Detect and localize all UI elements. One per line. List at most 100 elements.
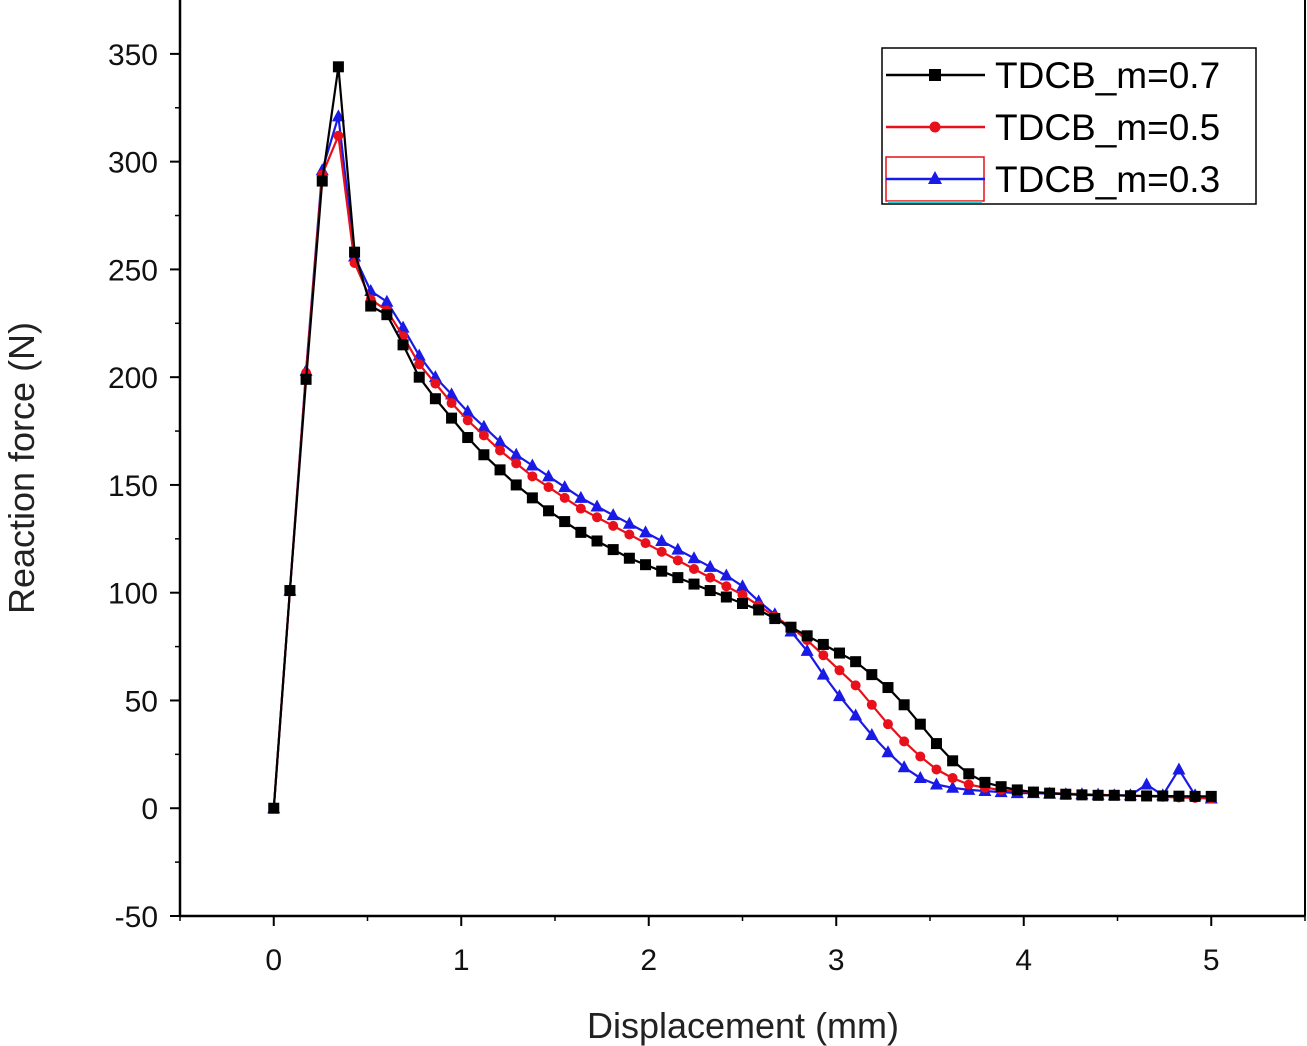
data-point [331, 109, 345, 122]
data-point [543, 505, 555, 517]
data-point [333, 130, 344, 141]
data-point [446, 412, 458, 424]
data-point [543, 482, 554, 493]
legend-entry-m05: TDCB_m=0.5 [886, 107, 1220, 148]
data-point [526, 492, 538, 504]
data-point [1011, 784, 1023, 796]
data-point [882, 682, 894, 694]
data-point [558, 480, 572, 493]
data-point [525, 458, 539, 471]
data-point [816, 667, 830, 680]
data-point [705, 572, 716, 583]
data-point [478, 449, 490, 461]
data-point [606, 508, 620, 521]
data-point [1124, 790, 1136, 802]
data-point [1076, 789, 1088, 801]
data-point [414, 359, 425, 370]
data-point [817, 638, 829, 650]
x-tick-label: 4 [1015, 944, 1032, 977]
data-point [639, 525, 653, 538]
data-point [963, 768, 975, 780]
legend-label-m03: TDCB_m=0.3 [995, 159, 1220, 200]
data-point [785, 621, 797, 633]
data-point [397, 339, 409, 351]
data-point [947, 773, 958, 784]
data-point [559, 516, 571, 528]
data-point [592, 512, 603, 523]
series-layer [267, 61, 1218, 814]
data-point [446, 398, 457, 409]
data-point [929, 777, 943, 790]
data-point [495, 445, 506, 456]
data-point [882, 719, 893, 730]
data-point [332, 61, 344, 73]
data-point [365, 300, 377, 312]
data-point [640, 559, 652, 571]
data-point [898, 699, 910, 711]
x-tick-label: 5 [1203, 944, 1220, 977]
data-point [897, 760, 911, 773]
legend-entry-m07: TDCB_m=0.7 [886, 55, 1220, 96]
series-TDCB_m=0.7 [268, 61, 1217, 814]
data-point [493, 434, 507, 447]
legend-marker-m07 [929, 69, 941, 81]
y-tick-label: 350 [108, 39, 158, 72]
data-point [866, 699, 877, 710]
data-point [818, 650, 829, 661]
data-point [721, 581, 732, 592]
data-point [704, 585, 716, 597]
data-point [462, 415, 473, 426]
data-point [737, 589, 748, 600]
data-point [753, 604, 765, 616]
data-point [1205, 790, 1217, 802]
data-point [881, 745, 895, 758]
x-tick-label: 2 [640, 944, 657, 977]
data-point [478, 430, 489, 441]
data-point [979, 776, 991, 788]
data-point [850, 656, 862, 668]
x-tick-label: 1 [453, 944, 470, 977]
data-point [736, 579, 749, 592]
y-tick-label: 0 [141, 793, 158, 826]
data-point [527, 471, 538, 482]
data-point [832, 689, 846, 702]
data-point [640, 538, 651, 549]
data-point [930, 738, 942, 750]
data-point [1157, 790, 1169, 802]
data-point [445, 387, 459, 400]
data-point [946, 780, 960, 793]
data-point [689, 563, 700, 574]
data-point [947, 755, 959, 767]
data-point [430, 378, 441, 389]
data-point [769, 613, 781, 625]
data-point [349, 246, 361, 258]
data-point [284, 585, 296, 597]
data-point [914, 718, 926, 730]
data-point [671, 542, 685, 555]
data-point [1060, 788, 1072, 800]
data-point [737, 597, 748, 609]
legend-entry-m03: TDCB_m=0.3 [885, 156, 1220, 203]
y-axis-ticks: -50 0 50 100 150 200 250 300 350 [108, 39, 180, 934]
data-point [849, 708, 863, 721]
data-point [575, 503, 586, 514]
data-point [865, 727, 879, 740]
data-point [995, 781, 1007, 793]
data-point [1092, 789, 1104, 801]
data-point [591, 535, 603, 547]
data-point [381, 309, 393, 321]
data-point [510, 479, 522, 491]
data-point [622, 516, 636, 529]
legend-label-m07: TDCB_m=0.7 [995, 55, 1220, 96]
x-tick-label: 0 [265, 944, 282, 977]
data-point [899, 736, 910, 747]
data-point [1172, 762, 1186, 775]
data-point [703, 559, 717, 572]
data-point [719, 568, 733, 581]
data-point [866, 669, 878, 681]
data-point [542, 469, 556, 482]
y-tick-label: 100 [108, 578, 158, 611]
data-point [1189, 790, 1201, 802]
data-point [850, 680, 861, 691]
data-point [1140, 777, 1154, 790]
